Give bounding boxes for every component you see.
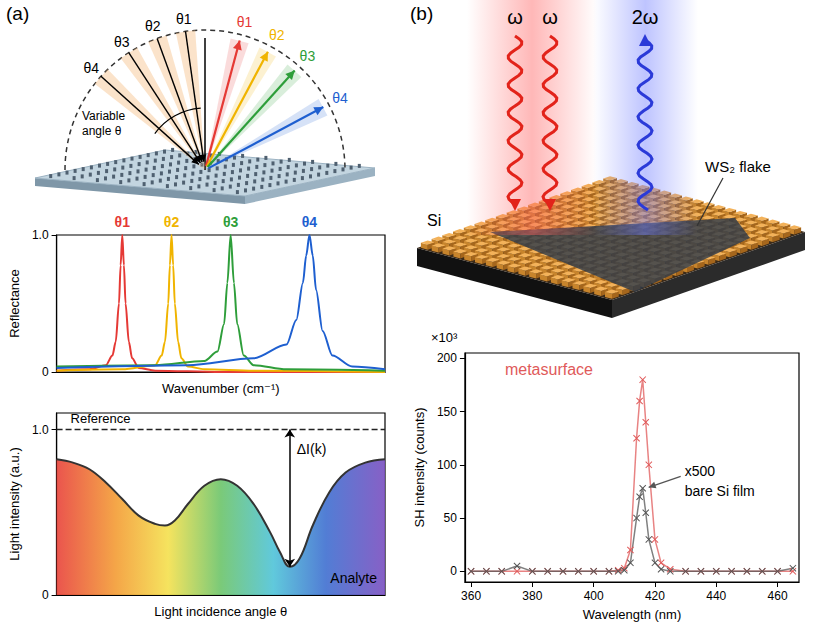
svg-text:θ3: θ3 <box>114 34 130 50</box>
svg-text:θ4: θ4 <box>332 90 348 106</box>
svg-text:θ1: θ1 <box>237 14 253 30</box>
svg-text:400: 400 <box>584 589 604 603</box>
svg-text:Wavelength (nm): Wavelength (nm) <box>583 607 682 622</box>
svg-text:Light incidence angle θ: Light incidence angle θ <box>154 604 287 619</box>
svg-text:150: 150 <box>437 405 457 419</box>
svg-text:50: 50 <box>444 511 458 525</box>
svg-text:200: 200 <box>437 351 457 365</box>
svg-text:x500: x500 <box>685 463 716 479</box>
svg-text:θ1: θ1 <box>176 11 192 27</box>
svg-text:Analyte: Analyte <box>330 570 377 586</box>
svg-text:metasurface: metasurface <box>505 361 593 378</box>
svg-text:θ4: θ4 <box>302 214 318 230</box>
svg-text:0: 0 <box>42 588 49 602</box>
svg-text:1.0: 1.0 <box>32 228 49 242</box>
svg-text:bare Si film: bare Si film <box>685 483 755 499</box>
svg-text:θ2: θ2 <box>164 214 180 230</box>
svg-text:×10³: ×10³ <box>431 330 458 345</box>
svg-text:θ4: θ4 <box>84 60 100 76</box>
svg-text:θ3: θ3 <box>223 214 239 230</box>
svg-text:θ3: θ3 <box>300 48 316 64</box>
svg-text:SH intensity (counts): SH intensity (counts) <box>412 408 427 528</box>
svg-text:Si: Si <box>427 212 441 229</box>
svg-text:440: 440 <box>706 589 726 603</box>
svg-text:ω: ω <box>507 6 523 28</box>
svg-text:420: 420 <box>645 589 665 603</box>
svg-text:1.0: 1.0 <box>32 423 49 437</box>
svg-text:angle θ: angle θ <box>82 124 122 138</box>
svg-text:Light intensity (a.u.): Light intensity (a.u.) <box>7 447 22 560</box>
svg-text:θ2: θ2 <box>269 27 285 43</box>
svg-text:0: 0 <box>42 365 49 379</box>
svg-text:Reflectance: Reflectance <box>7 269 22 338</box>
svg-text:ΔI(k): ΔI(k) <box>297 441 327 457</box>
svg-text:WS₂ flake: WS₂ flake <box>705 158 771 175</box>
svg-text:ω: ω <box>542 6 558 28</box>
svg-text:Wavenumber (cm⁻¹): Wavenumber (cm⁻¹) <box>162 381 280 396</box>
svg-text:0: 0 <box>450 564 457 578</box>
svg-text:460: 460 <box>768 589 788 603</box>
svg-text:2ω: 2ω <box>632 6 659 28</box>
html-text:(b): (b) <box>410 3 434 24</box>
svg-text:Variable: Variable <box>82 109 125 123</box>
svg-text:100: 100 <box>437 458 457 472</box>
svg-text:380: 380 <box>522 589 542 603</box>
svg-text:θ1: θ1 <box>115 214 131 230</box>
svg-text:Reference: Reference <box>71 411 131 426</box>
html-text:(a): (a) <box>6 3 30 24</box>
svg-text:θ2: θ2 <box>145 18 161 34</box>
svg-text:360: 360 <box>461 589 481 603</box>
